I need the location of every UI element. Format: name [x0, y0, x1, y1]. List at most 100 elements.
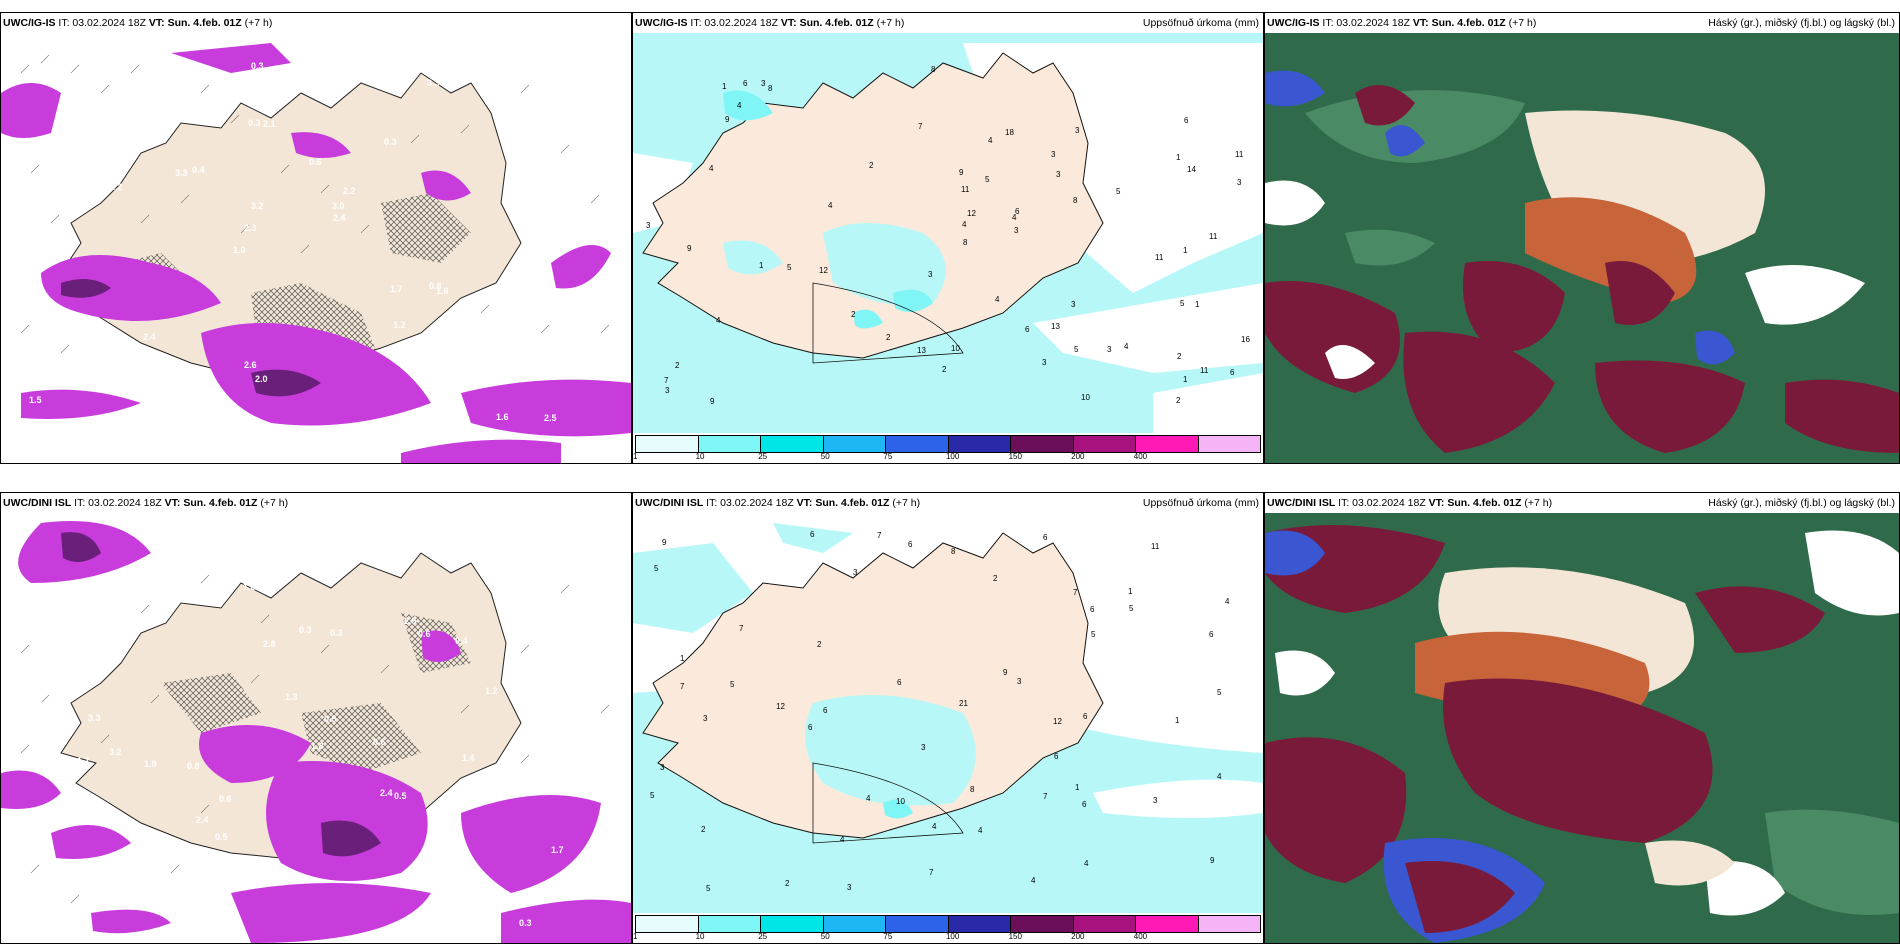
value-label: 11 [1200, 366, 1209, 375]
value-label: 1.6 [436, 286, 449, 296]
lead-time: (+7 h) [1508, 17, 1537, 29]
cloud-map [1265, 33, 1899, 463]
legend-swatch [636, 436, 699, 452]
value-label: 2.0 [255, 374, 268, 384]
valid-time: VT: Sun. 4.feb. 01Z [1428, 497, 1522, 509]
value-label: 0.5 [53, 203, 66, 213]
value-label: 3.3 [83, 419, 96, 429]
value-label: 7 [664, 376, 669, 385]
precip-labels: 2.5 0.5 0.8 1.0 0.3 3.3 0.3 0.6 0.4 0.4 1.5 1.6 2.1 2… [29, 61, 623, 445]
accum-precip-map: 4651618411312841212211313423333981371214… [633, 33, 1263, 433]
value-label: 18 [1005, 128, 1014, 137]
init-time: IT: 03.02.2024 18Z [58, 17, 146, 29]
value-label: 3 [1014, 226, 1019, 235]
value-label: 8 [931, 65, 936, 74]
lead-time: (+7 h) [892, 497, 921, 509]
value-label: 4 [1031, 876, 1036, 885]
valid-time: VT: Sun. 4.feb. 01Z [148, 17, 242, 29]
legend-swatch [1011, 436, 1074, 452]
value-label: 5 [730, 680, 735, 689]
value-label: 7 [680, 682, 685, 691]
value-label: 1.6 [243, 582, 256, 592]
valid-time: VT: Sun. 4.feb. 01Z [1412, 17, 1506, 29]
value-label: 2 [993, 574, 998, 583]
value-label: 3.2 [251, 201, 264, 211]
value-label: 5 [985, 175, 990, 184]
legend-label: 1 [633, 452, 638, 461]
value-label: 1.8 [610, 792, 623, 802]
iceland-land [642, 52, 1104, 359]
init-time: IT: 03.02.2024 18Z [74, 497, 162, 509]
panel-header: UWC/DINI ISL IT: 03.02.2024 18Z VT: Sun.… [1, 493, 631, 513]
value-label: 6 [1043, 533, 1048, 542]
value-label: 6 [1090, 605, 1095, 614]
value-label: 2 [817, 640, 822, 649]
value-label: 9 [1210, 856, 1215, 865]
value-label: 7 [877, 531, 882, 540]
value-label: 3 [1042, 358, 1047, 367]
init-time: IT: 03.02.2024 18Z [1338, 497, 1426, 509]
value-label: 11 [961, 185, 970, 194]
value-label: 1 [1128, 587, 1133, 596]
value-label: 13 [917, 346, 926, 355]
value-label: 4 [1124, 342, 1129, 351]
legend-swatch [886, 436, 949, 452]
value-label: 1.8 [311, 741, 324, 751]
value-label: 9 [662, 538, 667, 547]
precip-labels: 0.3 3.2 2.4 2.2 1.7 0.3 0.5 0.8 0.4 0.3 0.6 0.7 0.5 1… [30, 555, 623, 931]
legend-swatch [1136, 436, 1199, 452]
value-label: 2.1 [263, 119, 276, 129]
value-label: 3.3 [427, 78, 440, 88]
value-label: 1 [759, 261, 764, 270]
value-label: 0.3 [87, 647, 100, 657]
panel-header: UWC/IG-IS IT: 03.02.2024 18Z VT: Sun. 4.… [1, 13, 631, 33]
value-label: 3 [847, 883, 852, 892]
legend-labels: 1 10 25 50 75 100 150 200 400 [633, 452, 1261, 462]
value-label: 1 [1195, 300, 1200, 309]
value-label: 8 [970, 785, 975, 794]
value-label: 1 [1175, 716, 1180, 725]
legend-swatch [948, 916, 1011, 932]
value-label: 2 [886, 333, 891, 342]
legend-label: 100 [945, 932, 960, 941]
value-label: 1 [722, 82, 727, 91]
value-label: 1.2 [542, 748, 555, 758]
value-label: 2.6 [244, 360, 257, 370]
value-label: 1.7 [35, 421, 48, 431]
legend-swatch [1136, 916, 1199, 932]
value-label: 0.3 [30, 700, 43, 710]
value-label: 0.4 [73, 334, 86, 344]
legend-swatch [761, 436, 824, 452]
value-label: 3 [660, 763, 665, 772]
value-label: 10 [951, 344, 960, 353]
value-label: 2.8 [263, 639, 276, 649]
value-label: 5 [1217, 688, 1222, 697]
legend-label: 75 [883, 452, 893, 461]
value-label: 1 [1183, 375, 1188, 384]
value-label: 4 [978, 826, 983, 835]
value-label: 2 [785, 879, 790, 888]
legend-swatch [761, 916, 824, 932]
value-label: 9 [1003, 668, 1008, 677]
value-label: 6 [743, 79, 748, 88]
panel-top-middle: UWC/IG-IS IT: 03.02.2024 18Z VT: Sun. 4.… [632, 12, 1264, 464]
color-legend: 1 10 25 50 75 100 150 200 400 [633, 913, 1263, 943]
value-label: 3 [1153, 796, 1158, 805]
model-name: UWC/IG-IS [3, 17, 56, 29]
color-legend: 1 10 25 50 75 100 150 200 400 [633, 433, 1263, 463]
value-label: 4 [995, 295, 1000, 304]
value-label: 4 [716, 316, 721, 325]
panel-bottom-left: UWC/DINI ISL IT: 03.02.2024 18Z VT: Sun.… [0, 492, 632, 944]
legend-swatch [886, 916, 949, 932]
panel-top-right: UWC/IG-IS IT: 03.02.2024 18Z VT: Sun. 4.… [1264, 12, 1900, 464]
legend-label: 10 [695, 452, 705, 461]
value-label: 1 [1075, 783, 1080, 792]
value-label: 11 [1209, 232, 1218, 241]
value-label: 3 [1056, 170, 1061, 179]
value-label: 3 [646, 221, 651, 230]
value-label: 1.3 [285, 692, 298, 702]
value-label: 11 [1155, 253, 1164, 262]
panel-top-left: UWC/IG-IS IT: 03.02.2024 18Z VT: Sun. 4.… [0, 12, 632, 464]
legend-label: 100 [945, 452, 960, 461]
value-label: 1.1 [493, 589, 506, 599]
